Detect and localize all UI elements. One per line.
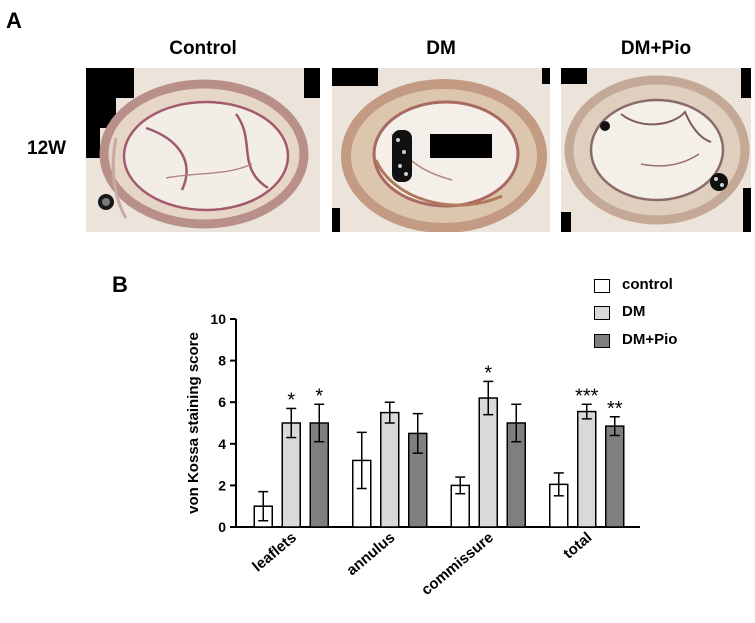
column-title-control: Control: [169, 38, 237, 59]
micrograph-control: [86, 68, 320, 232]
bar: [605, 425, 625, 528]
significance-marker: **: [607, 398, 623, 420]
significance-marker: *: [287, 389, 295, 411]
y-tick-label: 6: [218, 394, 226, 410]
column-title-dm: DM: [426, 38, 456, 59]
x-tick-label: leaflets: [249, 529, 300, 575]
panel-a-label: A: [6, 8, 22, 33]
y-tick-label: 8: [218, 353, 226, 369]
legend-swatch-dm-pio: [594, 334, 610, 348]
legend-swatch-control: [594, 279, 610, 293]
micrograph-dm: [332, 68, 550, 232]
x-tick-label: annulus: [343, 529, 398, 579]
bar: [281, 422, 301, 528]
significance-marker: *: [484, 362, 492, 384]
bar: [478, 397, 498, 528]
y-tick-label: 10: [210, 311, 226, 327]
bar: [577, 410, 597, 528]
legend-label-dm: DM: [622, 303, 646, 320]
y-axis-label: von Kossa staining score: [185, 332, 202, 514]
legend-swatch-dm: [594, 306, 610, 320]
legend-label-dm-pio: DM+Pio: [622, 331, 678, 348]
y-tick-label: 4: [218, 436, 226, 452]
micrograph-dm-pio: [561, 68, 751, 232]
x-tick-label: commissure: [418, 529, 497, 599]
significance-marker: ***: [575, 385, 599, 407]
x-tick-label: total: [560, 529, 595, 562]
significance-marker: *: [315, 385, 323, 407]
column-title-dm-pio: DM+Pio: [620, 38, 692, 59]
y-tick-label: 2: [218, 477, 226, 493]
row-label-12w: 12W: [27, 138, 67, 159]
y-tick-label: 0: [218, 519, 226, 535]
bar: [380, 411, 400, 528]
panel-b-label: B: [112, 272, 128, 297]
legend-label-control: control: [622, 276, 673, 293]
